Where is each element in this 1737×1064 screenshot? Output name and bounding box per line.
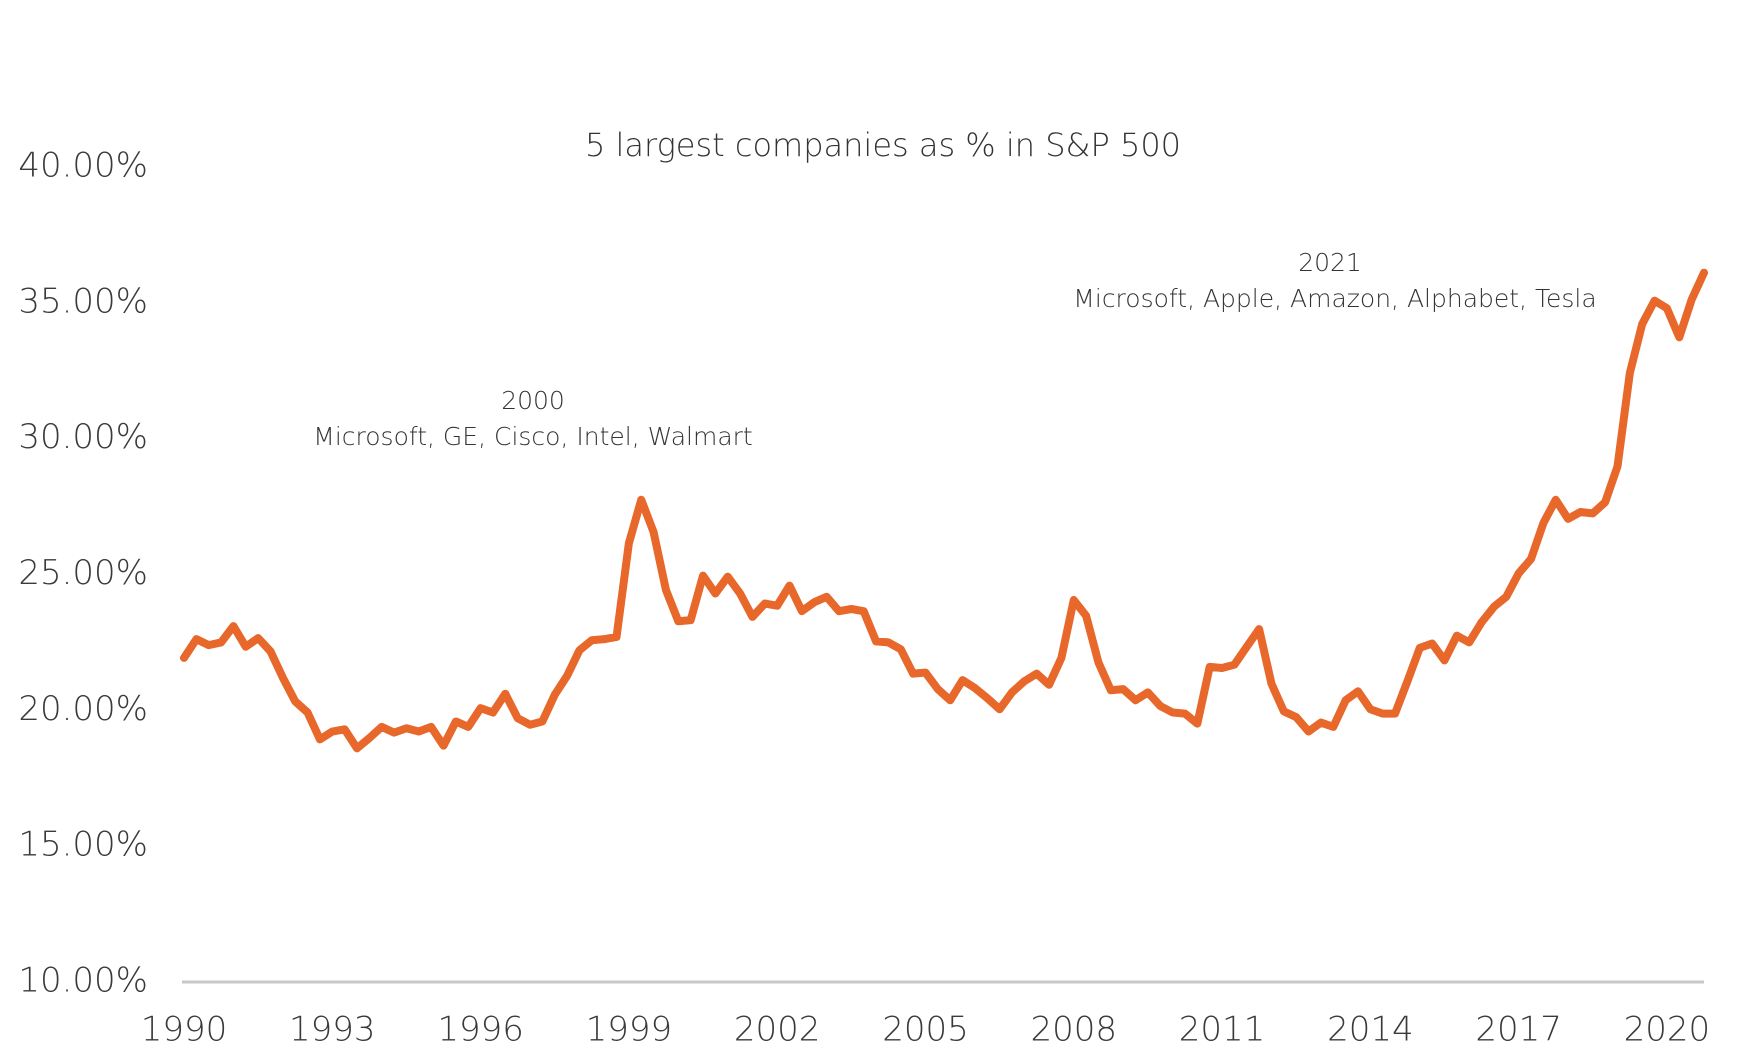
annotation: Microsoft, GE, Cisco, Intel, Walmart [313,422,752,451]
y-tick-label: 35.00% [18,281,148,321]
x-tick-label: 2008 [1030,1010,1117,1050]
annotation: 2000 [501,386,565,415]
y-tick-label: 40.00% [18,146,148,186]
x-tick-label: 1990 [141,1010,228,1050]
x-tick-label: 2002 [734,1010,821,1050]
y-tick-label: 15.00% [18,825,148,865]
x-tick-label: 2005 [882,1010,969,1050]
y-tick-label: 30.00% [18,417,148,457]
annotation: 2021 [1298,248,1362,277]
x-tick-label: 1993 [289,1010,376,1050]
y-tick-label: 25.00% [18,553,148,593]
x-tick-label: 2020 [1624,1010,1711,1050]
chart-title: 5 largest companies as % in S&P 500 [585,126,1181,164]
annotation: Microsoft, Apple, Amazon, Alphabet, Tesl… [1073,284,1596,313]
y-tick-label: 20.00% [18,689,148,729]
line [180,268,1708,753]
x-tick-label: 1996 [437,1010,524,1050]
y-tick-label: 10.00% [18,961,148,1001]
x-tick-label: 2011 [1179,1010,1266,1050]
x-tick-label: 2014 [1327,1010,1414,1050]
x-tick-label: 2017 [1475,1010,1562,1050]
x-tick-label: 1999 [586,1010,673,1050]
